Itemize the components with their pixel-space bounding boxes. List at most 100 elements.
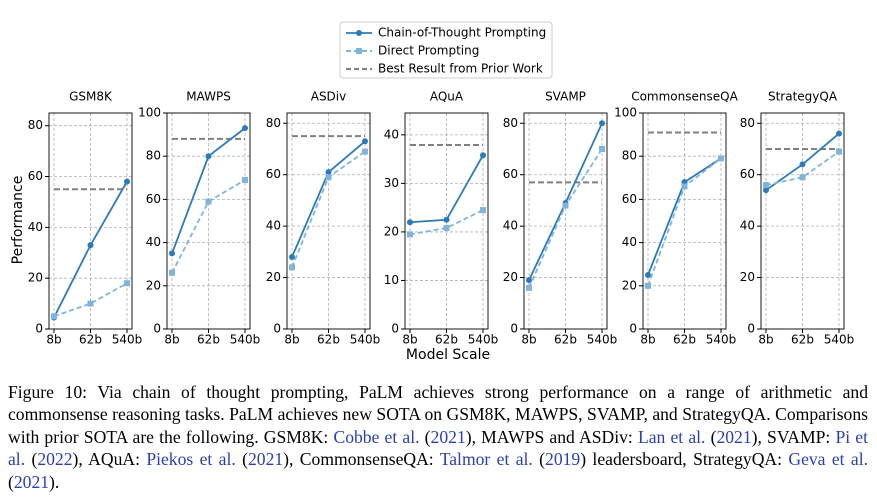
y-tick-label: 100	[138, 106, 161, 120]
point	[169, 250, 175, 257]
x-tick-label: 8b	[521, 333, 536, 347]
x-tick-label: 540b	[824, 333, 855, 347]
point	[169, 269, 175, 276]
series-line	[53, 282, 128, 318]
point	[407, 231, 413, 238]
x-tick-label: 540b	[468, 333, 499, 347]
point	[480, 207, 486, 214]
y-tick-label: 80	[28, 118, 43, 132]
y-tick-label: 80	[146, 149, 161, 163]
point	[242, 125, 248, 132]
point	[242, 176, 248, 183]
x-tick-label: 540b	[587, 333, 618, 347]
point	[681, 183, 688, 190]
point	[205, 153, 212, 160]
citation-link[interactable]: Geva et al.	[788, 449, 868, 470]
y-tick-label: 80	[266, 116, 281, 130]
caption-text: ) leadersboard, StrategyQA:	[580, 449, 789, 470]
panel-title: SVAMP	[545, 90, 586, 104]
y-tick-label: 0	[391, 322, 399, 336]
y-tick-label: 80	[740, 116, 755, 130]
y-tick-label: 60	[28, 169, 43, 183]
citation-link[interactable]: Piekos et al.	[146, 449, 236, 470]
panel-title: StrategyQA	[768, 90, 838, 104]
point	[836, 148, 842, 155]
y-tick-label: 20	[266, 270, 281, 284]
point	[526, 277, 532, 284]
y-tick-label: 0	[747, 322, 755, 336]
citation-link[interactable]: 2021	[716, 426, 752, 447]
y-tick-label: 60	[503, 167, 518, 181]
citation-link[interactable]: 2019	[545, 449, 581, 470]
series-line	[409, 209, 484, 236]
axes-frame	[48, 112, 133, 330]
x-tick-label: 62b	[79, 333, 102, 347]
y-tick-label: 40	[28, 220, 43, 234]
y-tick-label: 20	[622, 278, 637, 292]
legend-label: Chain-of-Thought Prompting	[378, 26, 546, 40]
y-tick-label: 0	[629, 322, 637, 336]
x-tick-label: 62b	[673, 333, 696, 347]
y-tick-label: 40	[740, 219, 755, 233]
point	[526, 284, 532, 291]
panel-title: AQuA	[430, 90, 464, 104]
caption-text: ).	[49, 471, 60, 492]
citation-link[interactable]: Lan et al.	[637, 426, 706, 447]
y-tick-label: 60	[146, 192, 161, 206]
y-tick-label: 20	[28, 271, 43, 285]
y-tick-label: 20	[146, 278, 161, 292]
legend-box	[339, 21, 553, 79]
y-tick-label: 40	[622, 235, 637, 249]
point	[599, 146, 605, 152]
caption-text: ), MAWPS and ASDiv:	[465, 426, 638, 447]
x-tick-label: 8b	[164, 333, 179, 347]
point	[362, 148, 368, 155]
panel-title: ASDiv	[311, 90, 347, 104]
axes-frame	[404, 112, 489, 330]
x-tick-label: 540b	[350, 333, 381, 347]
y-tick-label: 60	[622, 192, 637, 206]
y-axis-label: Performance	[10, 176, 26, 265]
x-tick-label: 62b	[791, 333, 814, 347]
figure: Model Scale Performance Chain-of-Thought…	[10, 21, 855, 363]
caption-text: (	[25, 449, 38, 470]
citation-link[interactable]: Talmor et al.	[439, 449, 533, 470]
y-tick-label: 20	[503, 270, 518, 284]
point	[407, 219, 413, 226]
point	[799, 161, 806, 168]
legend-marker	[356, 48, 362, 54]
series-line	[647, 157, 722, 287]
caption-text: (	[419, 426, 431, 447]
citation-link[interactable]: 2022	[37, 449, 73, 470]
axes-frame	[760, 112, 845, 330]
x-tick-label: 8b	[758, 333, 773, 347]
citation-link[interactable]: Cobbe et al.	[333, 426, 420, 447]
caption-text: (	[235, 449, 248, 470]
point	[124, 280, 130, 287]
legend-marker	[356, 30, 362, 36]
citation-link[interactable]: Pi et al.	[8, 426, 868, 470]
point	[205, 198, 212, 205]
series-line	[765, 150, 840, 186]
y-tick-label: 60	[740, 167, 755, 181]
y-tick-label: 40	[146, 235, 161, 249]
y-tick-label: 80	[622, 149, 637, 163]
citation-link[interactable]: 2021	[13, 471, 50, 492]
y-tick-label: 100	[614, 106, 637, 120]
point	[87, 242, 94, 249]
point	[87, 300, 94, 307]
caption-text: ), SVAMP:	[751, 426, 836, 447]
y-tick-label: 40	[503, 219, 518, 233]
x-tick-label: 8b	[46, 333, 61, 347]
panel-title: GSM8K	[69, 90, 113, 104]
point	[443, 216, 450, 223]
x-tick-label: 540b	[706, 333, 737, 347]
citation-link[interactable]: 2021	[247, 449, 284, 470]
point	[599, 120, 605, 127]
point	[51, 313, 57, 320]
point	[325, 174, 332, 181]
point	[443, 225, 450, 232]
axes-frame	[166, 112, 251, 330]
citation-link[interactable]: 2021	[430, 426, 466, 447]
y-tick-label: 0	[153, 322, 161, 336]
